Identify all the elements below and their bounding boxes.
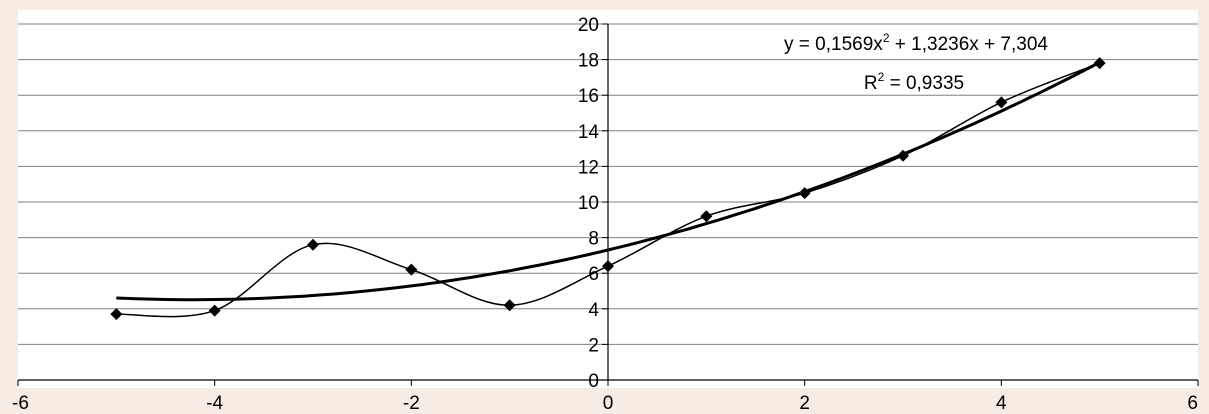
y-tick-label: 10 (578, 193, 599, 214)
markers-layer (110, 57, 1106, 321)
data-point-marker (798, 187, 811, 200)
axes (17, 23, 1199, 386)
y-tick-label: 20 (578, 15, 599, 36)
y-tick-label: 14 (578, 122, 600, 143)
y-tick-label: 16 (578, 86, 599, 107)
x-tick-label: -6 (12, 393, 29, 414)
data-point-marker (995, 96, 1008, 109)
y-tick-label: 12 (578, 157, 599, 178)
x-tick-label: 0 (603, 393, 614, 414)
data-point-marker (110, 308, 123, 321)
trendline-path (116, 61, 1101, 302)
y-tick-label: 8 (588, 229, 599, 250)
tick-labels: 0 2 4 6 8 10 12 14 16 18 20 -6 -4 -2 0 2 4 6 (12, 15, 1198, 414)
x-tick-label: 2 (799, 393, 810, 414)
y-tick-label: 2 (588, 335, 599, 356)
x-tick-label: 6 (1187, 393, 1198, 414)
data-point-marker (405, 263, 418, 276)
y-tick-label: 18 (578, 51, 599, 72)
r-squared-label: R2 = 0,9335 (864, 70, 964, 94)
data-point-marker (897, 149, 909, 162)
x-tick-label: 4 (996, 393, 1007, 414)
data-point-marker (503, 299, 516, 312)
data-point-marker (307, 238, 319, 251)
data-point-marker (602, 260, 614, 273)
trendline-equation: y = 0,1569x2 + 1,3236x + 7,304 (784, 31, 1048, 55)
x-tick-label: -2 (403, 393, 420, 414)
y-tick-label: 4 (588, 300, 599, 321)
data-point-marker (208, 304, 221, 317)
trendline-layer (116, 61, 1101, 302)
data-point-marker (700, 210, 713, 223)
data-point-marker (1093, 57, 1106, 70)
y-tick-label: 6 (588, 264, 599, 285)
y-tick-label: 0 (588, 371, 599, 392)
x-tick-label: -4 (206, 393, 223, 414)
